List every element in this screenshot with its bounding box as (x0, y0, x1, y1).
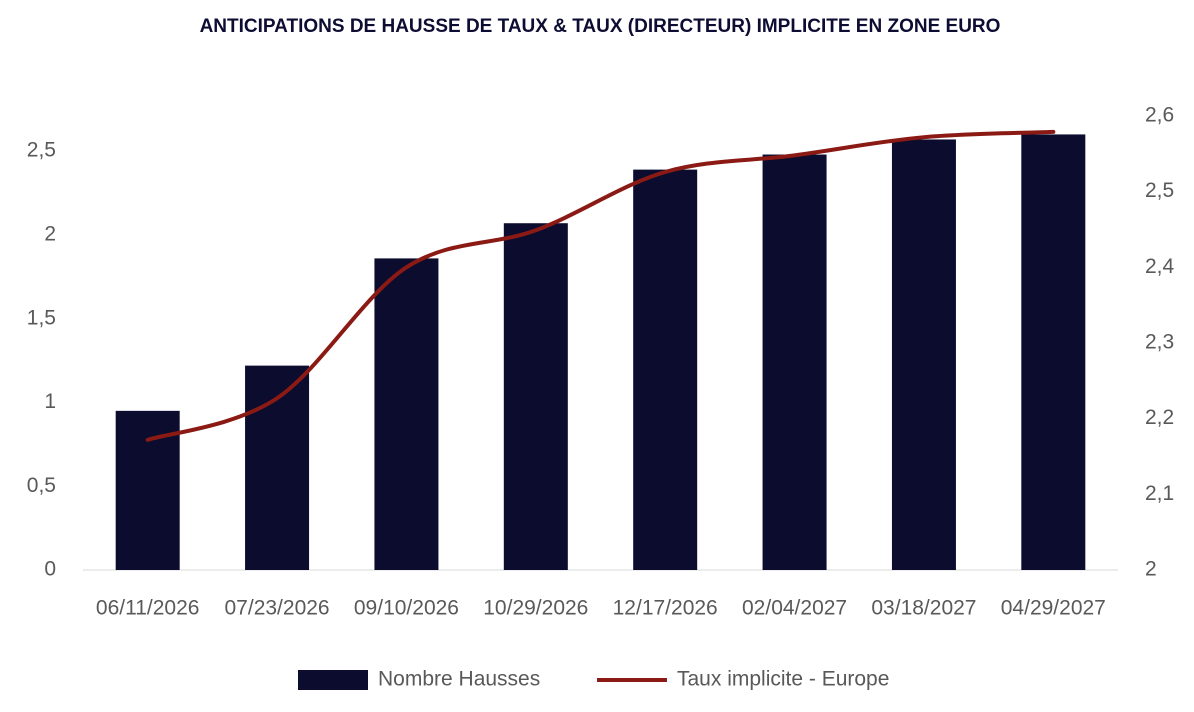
y-tick-label: 2,5 (27, 139, 56, 162)
legend-swatch (298, 670, 368, 690)
x-tick-label: 07/23/2026 (225, 597, 330, 620)
bar (503, 223, 568, 570)
y2-tick-label: 2,5 (1145, 179, 1174, 202)
x-tick-label: 10/29/2026 (483, 597, 588, 620)
y2-tick-label: 2,1 (1145, 482, 1174, 505)
x-tick-label: 03/18/2027 (871, 597, 976, 620)
legend-label: Nombre Hausses (378, 668, 540, 691)
legend-label: Taux implicite - Europe (677, 668, 889, 691)
y2-tick-label: 2,3 (1145, 331, 1174, 354)
x-tick-label: 06/11/2026 (96, 597, 200, 620)
x-tick-label: 09/10/2026 (354, 597, 459, 620)
x-tick-label: 02/04/2027 (742, 597, 847, 620)
x-tick-label: 04/29/2027 (1001, 597, 1106, 620)
chart-title: ANTICIPATIONS DE HAUSSE DE TAUX & TAUX (… (200, 16, 1001, 37)
y2-tick-label: 2,6 (1145, 104, 1174, 127)
bar (374, 258, 439, 570)
y2-tick-label: 2,2 (1145, 406, 1174, 429)
x-tick-label: 12/17/2026 (613, 597, 718, 620)
bar (762, 154, 827, 570)
y-tick-label: 1 (44, 390, 56, 413)
y-tick-label: 2 (44, 222, 56, 245)
y-tick-label: 1,5 (27, 306, 56, 329)
y2-tick-label: 2 (1145, 558, 1157, 581)
bar (1021, 134, 1086, 570)
bar (891, 139, 956, 571)
y-tick-label: 0 (44, 558, 56, 581)
y2-tick-label: 2,4 (1145, 255, 1175, 278)
bar (115, 410, 180, 570)
line (145, 129, 1056, 442)
y-tick-label: 0,5 (27, 474, 56, 497)
bar (633, 169, 698, 570)
